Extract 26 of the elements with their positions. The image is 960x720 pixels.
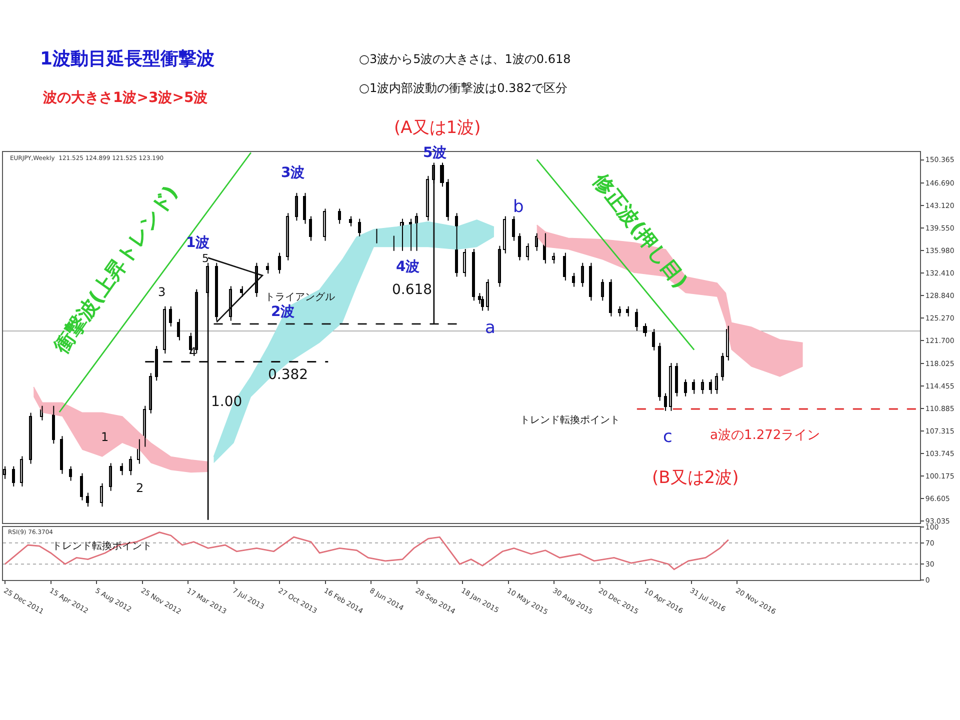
annotation: 3 [158,285,166,299]
line-series [4,532,730,570]
annotation: 2 [136,481,144,495]
text: ○1波内部波動の衝撃波は0.382で区分 [359,81,568,95]
annotation: c [663,427,672,447]
annotation: トライアングル [265,292,335,303]
chart-subtitle: 波の大きさ1波>3波>5波 [42,90,208,106]
text: ○3波から5波の大きさは、1波の0.618 [359,52,571,66]
annotation: 0.382 [268,367,308,383]
annotation: 1波 [186,235,210,251]
text: (A又は1波) [394,118,481,138]
annotation: 2波 [271,304,295,320]
annotation: b [513,197,524,217]
annotation: 4 [189,345,197,359]
annotation: a波の1.272ライン [710,428,820,443]
annotation: 1.00 [211,394,242,410]
annotation: 1 [101,430,109,444]
chart-title: 1波動目延長型衝撃波 [40,48,215,70]
annotation: トレンド転換ポイント [520,414,620,426]
annotation: 0.618 [392,282,432,298]
annotation: 3波 [281,165,305,181]
annotation: 5 [202,252,209,265]
annotation: (B又は2波) [652,468,739,488]
annotation: 修正波(押し目) [588,168,693,293]
annotation: a [485,318,496,338]
annotation: 4波 [396,259,420,275]
